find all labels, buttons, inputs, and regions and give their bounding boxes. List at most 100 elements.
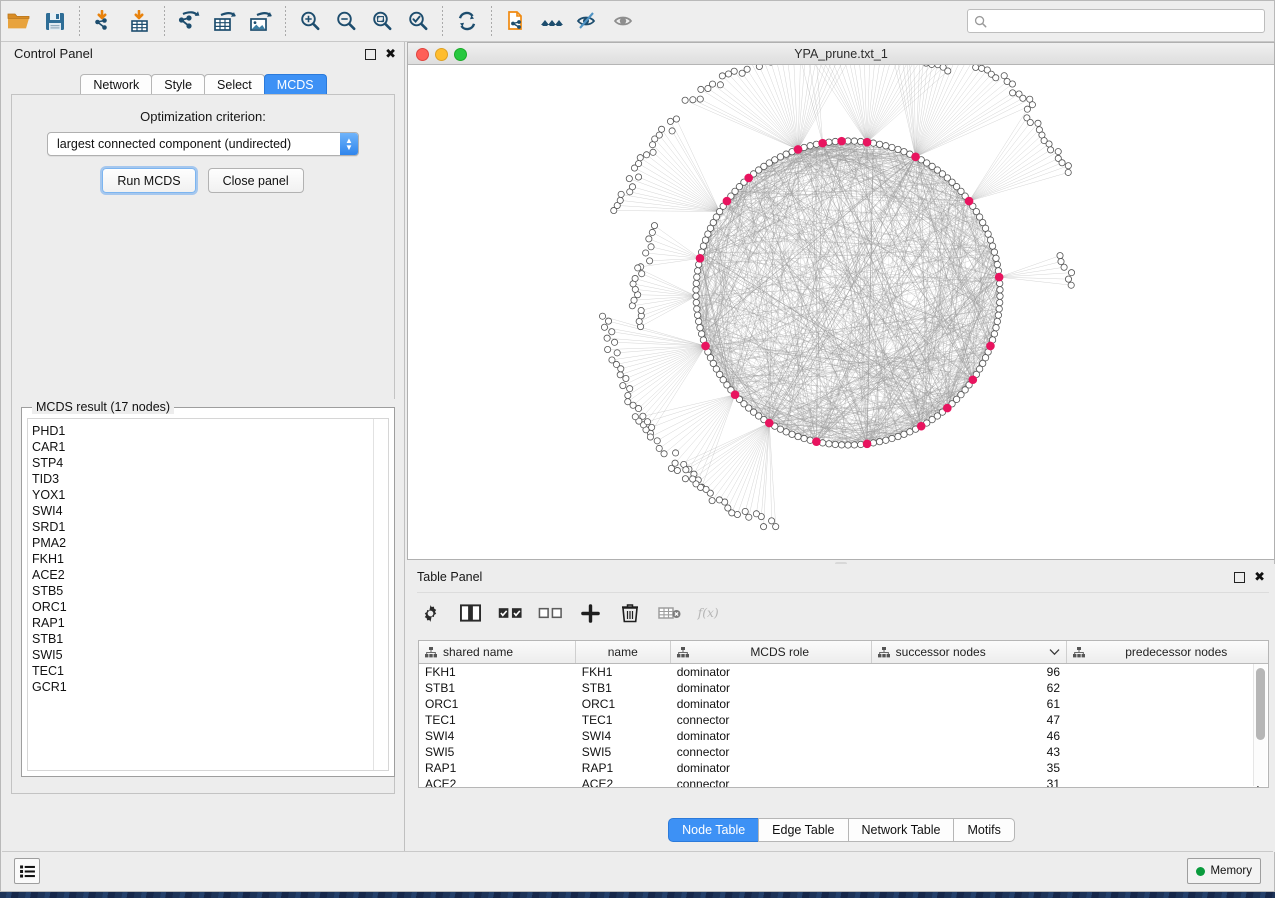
- cell-name[interactable]: STB1: [581, 681, 612, 695]
- cell-successor-nodes[interactable]: 96: [1046, 665, 1061, 679]
- optimization-criterion-select[interactable]: largest connected component (undirected)…: [47, 132, 359, 156]
- cell-name[interactable]: TEC1: [581, 713, 613, 727]
- column-header-successor-nodes[interactable]: successor nodes: [871, 641, 1068, 664]
- mcds-result-list[interactable]: PHD1 CAR1 STP4 TID3 YOX1 SWI4 SRD1 PMA2 FKH1 ACE2…: [28, 419, 374, 770]
- delete-table-icon[interactable]: [657, 600, 683, 626]
- mcds-node[interactable]: [812, 437, 821, 446]
- cell-successor-nodes[interactable]: 61: [1046, 697, 1061, 711]
- cell-predecessor-nodes[interactable]: 0: [1067, 680, 1268, 696]
- mcds-node[interactable]: [701, 341, 710, 351]
- cell-mcds-role[interactable]: dominator: [676, 729, 731, 743]
- select-all-nodes-icon[interactable]: [534, 4, 570, 38]
- table-panel-maximize-icon[interactable]: [1234, 572, 1246, 583]
- mcds-node[interactable]: [793, 145, 803, 154]
- mcds-result-item[interactable]: YOX1: [32, 488, 66, 502]
- cell-name[interactable]: FKH1: [581, 665, 613, 679]
- mcds-node[interactable]: [862, 137, 872, 147]
- table-row[interactable]: ORC1 ORC1 dominator 61 0: [419, 696, 1268, 712]
- control-panel-maximize-icon[interactable]: [365, 49, 377, 60]
- mcds-result-item[interactable]: FKH1: [32, 552, 64, 566]
- cell-predecessor-nodes[interactable]: 1: [1067, 744, 1268, 760]
- show-all-icon[interactable]: [606, 4, 642, 38]
- mcds-node[interactable]: [994, 272, 1004, 282]
- tab-style[interactable]: Style: [151, 74, 206, 96]
- mcds-node[interactable]: [730, 390, 740, 400]
- refresh-icon[interactable]: [449, 4, 485, 38]
- trash-icon[interactable]: [617, 600, 643, 626]
- mcds-result-item[interactable]: SRD1: [32, 520, 66, 534]
- mcds-node[interactable]: [818, 138, 827, 148]
- table-row[interactable]: RAP1 RAP1 dominator 35 2: [419, 760, 1268, 776]
- cell-name[interactable]: ORC1: [581, 697, 616, 711]
- table-row[interactable]: SWI5 SWI5 connector 43 1: [419, 744, 1268, 760]
- search-input[interactable]: [992, 13, 1258, 29]
- table-panel-close-icon[interactable]: ✖: [1254, 570, 1265, 585]
- cell-predecessor-nodes[interactable]: 1: [1067, 776, 1268, 787]
- tab-network-table[interactable]: Network Table: [847, 818, 955, 842]
- cell-shared-name[interactable]: SWI5: [425, 745, 455, 759]
- cell-mcds-role[interactable]: connector: [676, 713, 730, 727]
- cell-predecessor-nodes[interactable]: 0: [1067, 696, 1268, 712]
- export-network-icon[interactable]: [171, 4, 207, 38]
- cell-successor-nodes[interactable]: 46: [1046, 729, 1061, 743]
- cell-successor-nodes[interactable]: 47: [1046, 713, 1061, 727]
- mcds-result-item[interactable]: PMA2: [32, 536, 67, 550]
- table-row[interactable]: STB1 STB1 dominator 62 0: [419, 680, 1268, 696]
- cell-shared-name[interactable]: SWI4: [425, 729, 455, 743]
- table-row[interactable]: FKH1 FKH1 dominator 96 2: [419, 664, 1268, 681]
- cell-mcds-role[interactable]: dominator: [676, 665, 731, 679]
- cell-shared-name[interactable]: ORC1: [425, 697, 459, 711]
- mcds-result-item[interactable]: CAR1: [32, 440, 66, 454]
- mcds-result-item[interactable]: ACE2: [32, 568, 65, 582]
- mcds-result-item[interactable]: ORC1: [32, 600, 67, 614]
- cell-predecessor-nodes[interactable]: 2: [1067, 712, 1268, 728]
- mcds-node[interactable]: [943, 403, 952, 413]
- mcds-result-item[interactable]: GCR1: [32, 680, 67, 694]
- mcds-node[interactable]: [986, 341, 995, 351]
- gear-icon[interactable]: [417, 600, 443, 626]
- cell-shared-name[interactable]: STB1: [425, 681, 456, 695]
- unchecked-boxes-icon[interactable]: [537, 600, 563, 626]
- cell-name[interactable]: RAP1: [581, 761, 614, 775]
- mcds-result-item[interactable]: SWI5: [32, 648, 63, 662]
- new-network-selection-icon[interactable]: [498, 4, 534, 38]
- mcds-result-item[interactable]: TEC1: [32, 664, 64, 678]
- cell-mcds-role[interactable]: connector: [676, 777, 730, 788]
- window-close-button[interactable]: [416, 48, 429, 61]
- open-folder-icon[interactable]: [1, 4, 37, 38]
- tab-edge-table[interactable]: Edge Table: [758, 818, 849, 842]
- scrollbar-thumb[interactable]: [1256, 668, 1265, 740]
- tab-mcds[interactable]: MCDS: [263, 74, 327, 96]
- cell-shared-name[interactable]: RAP1: [425, 761, 457, 775]
- table-vertical-scrollbar[interactable]: [1253, 664, 1267, 786]
- column-header-mcds-role[interactable]: MCDS role: [670, 641, 872, 664]
- close-panel-button[interactable]: Close panel: [207, 168, 304, 193]
- tab-select[interactable]: Select: [204, 74, 265, 96]
- cell-name[interactable]: SWI4: [581, 729, 612, 743]
- checked-boxes-icon[interactable]: [497, 600, 523, 626]
- cell-successor-nodes[interactable]: 35: [1046, 761, 1061, 775]
- table-row[interactable]: SWI4 SWI4 dominator 46 2: [419, 728, 1268, 744]
- network-canvas[interactable]: [408, 65, 1274, 559]
- network-graph[interactable]: [408, 65, 1274, 559]
- column-header-predecessor-nodes[interactable]: predecessor nodes: [1066, 641, 1268, 664]
- mcds-result-item[interactable]: TID3: [32, 472, 60, 486]
- zoom-out-icon[interactable]: [328, 4, 364, 38]
- export-table-icon[interactable]: [207, 4, 243, 38]
- mcds-node[interactable]: [695, 253, 705, 263]
- mcds-node[interactable]: [964, 196, 974, 206]
- cell-predecessor-nodes[interactable]: 2: [1067, 760, 1268, 776]
- memory-button[interactable]: Memory: [1187, 858, 1261, 884]
- cell-name[interactable]: SWI5: [581, 745, 612, 759]
- cell-mcds-role[interactable]: connector: [676, 745, 730, 759]
- mcds-node[interactable]: [862, 439, 872, 449]
- cell-shared-name[interactable]: TEC1: [425, 713, 456, 727]
- mcds-result-item[interactable]: RAP1: [32, 616, 65, 630]
- mcds-node[interactable]: [916, 421, 926, 431]
- cell-mcds-role[interactable]: dominator: [676, 761, 731, 775]
- mcds-result-item[interactable]: PHD1: [32, 424, 66, 438]
- cell-predecessor-nodes[interactable]: 2: [1067, 728, 1268, 744]
- mcds-result-item[interactable]: STP4: [32, 456, 64, 470]
- plus-icon[interactable]: [577, 600, 603, 626]
- zoom-fit-icon[interactable]: [364, 4, 400, 38]
